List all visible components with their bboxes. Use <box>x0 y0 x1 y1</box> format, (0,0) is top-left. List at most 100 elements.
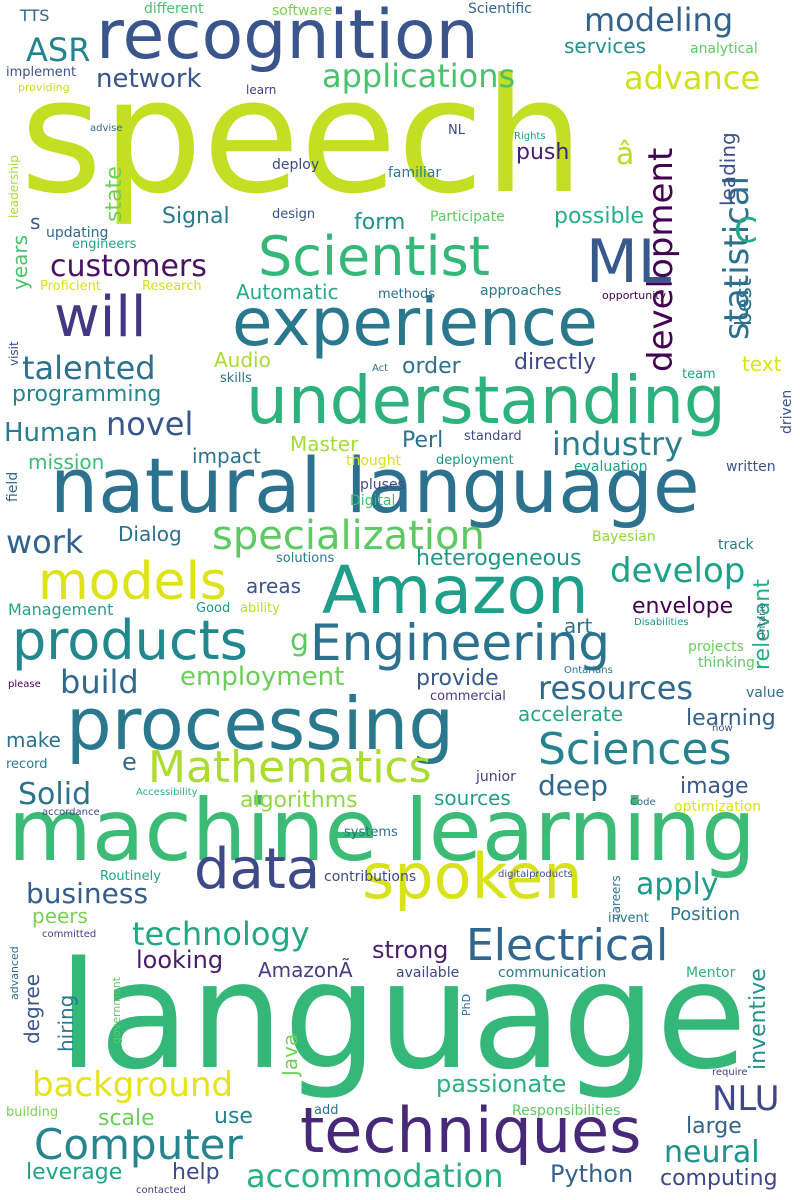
word: models <box>38 552 228 612</box>
word: strong <box>372 936 449 964</box>
word: require <box>712 1067 748 1078</box>
word: Audio <box>214 348 271 372</box>
word: Java <box>278 1033 302 1076</box>
word: learning <box>686 706 776 731</box>
word: contacted <box>136 1185 186 1196</box>
word: Signal <box>162 204 230 229</box>
word: Research <box>142 279 202 294</box>
word: Sciences <box>538 724 732 775</box>
word: engineers <box>72 237 137 252</box>
word: employment <box>180 662 345 692</box>
word: Rights <box>514 131 546 142</box>
word: Routinely <box>100 869 161 884</box>
word: Management <box>8 600 114 619</box>
word: Computer <box>34 1120 243 1169</box>
word: Code <box>630 797 656 808</box>
word: deep <box>538 769 608 802</box>
word: Bayesian <box>592 529 656 545</box>
word: providing <box>18 81 70 94</box>
word: approaches <box>480 283 562 299</box>
word: apply <box>636 867 719 902</box>
word: will <box>54 285 147 350</box>
word: skills <box>220 371 252 386</box>
word: visit <box>7 341 21 366</box>
word: available <box>396 965 460 981</box>
word: inventive <box>746 968 771 1070</box>
word: specialization <box>212 513 485 559</box>
word: team <box>682 367 716 382</box>
word: technology <box>132 915 310 953</box>
word: large <box>686 1114 742 1139</box>
word: processing <box>66 682 455 766</box>
word: applications <box>322 57 516 95</box>
word: Python <box>550 1160 634 1188</box>
word: different <box>144 1 204 17</box>
word: thought <box>346 453 402 469</box>
word: network <box>96 64 202 94</box>
word: TTS <box>20 6 50 25</box>
word: Responsibilities <box>512 1103 621 1119</box>
word: Mentor <box>686 965 736 981</box>
word: directly <box>514 350 597 375</box>
word: driven <box>779 389 795 434</box>
word: deploy <box>272 157 320 173</box>
word: Ontarians <box>564 665 613 676</box>
word: pluses <box>360 477 405 493</box>
word: Accessibility <box>136 787 198 798</box>
word: sources <box>434 786 511 810</box>
word: value <box>746 685 785 701</box>
word: develop <box>610 551 746 591</box>
word: techniques <box>300 1094 642 1167</box>
word: advise <box>90 123 123 134</box>
word: customers <box>50 249 207 284</box>
word: leadership <box>7 155 21 218</box>
word: impact <box>192 444 261 468</box>
word: Disabilities <box>634 617 689 628</box>
word: s <box>30 210 41 234</box>
word: Digital <box>350 493 396 509</box>
word: scale <box>98 1106 155 1131</box>
word: state <box>102 166 127 222</box>
word: AmazonÃ <box>258 958 353 982</box>
word: g <box>290 623 310 658</box>
word: modeling <box>584 1 734 39</box>
word: use <box>214 1104 253 1129</box>
word: algorithms <box>240 788 358 813</box>
word: recognition <box>96 0 479 75</box>
word: Mathematics <box>148 742 432 793</box>
word: ML <box>586 227 672 297</box>
word: opportunity <box>602 289 667 302</box>
word: field <box>5 471 21 502</box>
word: industry <box>552 425 684 463</box>
word: Solid <box>18 777 92 812</box>
word: NLU <box>712 1079 780 1119</box>
word: novel <box>106 405 194 443</box>
word: peers <box>32 904 88 928</box>
word: machine learning <box>8 781 756 881</box>
word: Proficient <box>40 279 101 294</box>
word: track <box>718 537 754 553</box>
word: leading <box>716 132 740 206</box>
word: Human <box>4 418 98 448</box>
word: services <box>564 34 647 58</box>
word: digitalproducts <box>498 869 573 880</box>
word: deployment <box>436 453 514 468</box>
word: please <box>8 679 41 690</box>
word: Scientific <box>468 1 532 17</box>
word: hiring <box>54 994 78 1052</box>
word: now <box>712 723 733 734</box>
word: Electrical <box>466 920 669 971</box>
word: business <box>26 877 149 910</box>
word: updating <box>46 225 109 241</box>
word: neural <box>664 1135 760 1170</box>
word: Amazon <box>322 552 589 629</box>
word: communication <box>498 965 607 981</box>
word: projects <box>688 639 744 655</box>
word: natural language <box>50 441 700 530</box>
word: push <box>516 140 570 165</box>
word: building <box>6 1105 59 1120</box>
word: passionate <box>436 1070 567 1098</box>
word: government <box>110 976 123 1044</box>
word: analytical <box>690 41 758 57</box>
word: development <box>641 147 681 372</box>
